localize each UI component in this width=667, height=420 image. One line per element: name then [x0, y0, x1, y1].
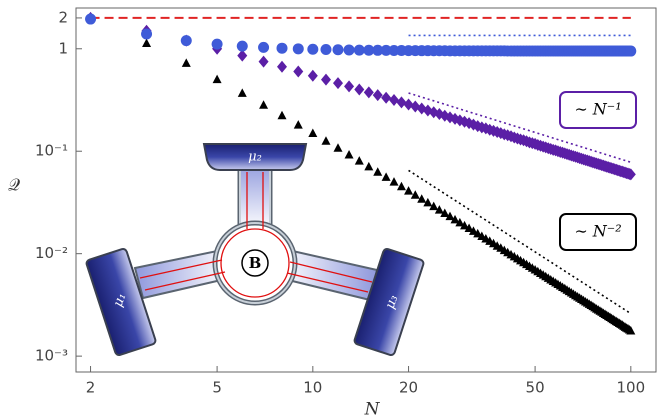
data-point — [434, 205, 444, 214]
x-tick-label: 20 — [399, 379, 418, 397]
x-axis-label: N — [364, 400, 381, 420]
data-point — [460, 220, 470, 230]
data-point — [292, 43, 304, 55]
data-point — [429, 201, 439, 211]
data-point — [417, 194, 427, 203]
reference-line — [408, 169, 632, 315]
data-point — [389, 177, 399, 186]
annotation-box — [559, 91, 637, 129]
y-tick-label: 10⁻² — [35, 244, 68, 262]
data-point — [381, 91, 392, 104]
data-point — [258, 55, 269, 68]
data-point — [354, 156, 364, 165]
y-tick-label: 10⁻¹ — [35, 142, 68, 160]
data-point — [181, 58, 191, 67]
data-point — [625, 168, 636, 181]
data-point — [85, 13, 97, 25]
annotation-box — [559, 213, 637, 251]
data-point — [320, 73, 331, 86]
data-point — [141, 28, 153, 40]
data-point — [464, 223, 474, 233]
data-point — [344, 80, 355, 93]
data-point — [381, 172, 391, 181]
data-point — [372, 89, 383, 102]
data-point — [333, 143, 343, 152]
data-point — [372, 44, 384, 56]
data-point — [343, 44, 355, 56]
data-point — [237, 88, 247, 97]
data-point — [307, 69, 318, 82]
center-label: B — [249, 254, 262, 272]
annotation: ∼ N⁻¹ — [574, 100, 621, 119]
y-tick-label: 10⁻³ — [35, 347, 68, 365]
data-point — [277, 110, 287, 120]
data-point — [344, 150, 354, 159]
reservoir-label: μ₃ — [383, 293, 402, 311]
inset-diagram: B μ₁ μ₂ μ₃ — [85, 143, 425, 357]
data-point — [354, 83, 365, 96]
data-point — [353, 44, 365, 56]
data-point — [293, 120, 303, 129]
data-point — [625, 45, 637, 57]
data-point — [364, 161, 374, 171]
data-point — [276, 42, 288, 54]
annotation: ∼ N⁻² — [574, 222, 621, 241]
data-point — [403, 98, 414, 111]
data-point — [332, 44, 344, 56]
data-point — [180, 35, 192, 47]
data-point — [259, 100, 269, 109]
data-point — [307, 43, 319, 55]
data-point — [363, 44, 375, 56]
data-point — [396, 96, 407, 109]
x-tick-label: 10 — [303, 379, 322, 397]
y-axis-label: 𝒬 — [8, 176, 20, 196]
data-point — [410, 190, 420, 199]
data-point — [373, 167, 383, 176]
x-tick-label: 5 — [212, 379, 222, 397]
x-tick-label: 100 — [617, 379, 646, 397]
data-point — [396, 181, 406, 191]
data-point — [333, 77, 344, 90]
data-point — [212, 74, 222, 84]
data-point — [236, 40, 248, 52]
x-tick-label: 2 — [86, 379, 96, 397]
data-point — [626, 325, 636, 335]
data-point — [308, 128, 318, 137]
data-point — [455, 217, 465, 227]
data-point — [142, 38, 152, 48]
data-point — [237, 49, 248, 62]
data-point — [445, 211, 455, 221]
data-point — [363, 86, 374, 99]
data-point — [423, 197, 433, 207]
data-point — [468, 118, 479, 131]
data-point — [380, 44, 392, 56]
data-point — [258, 41, 270, 53]
reservoir-label: μ₁ — [111, 291, 130, 309]
data-point — [211, 38, 223, 50]
reservoir-label: μ₂ — [248, 150, 262, 165]
reference-line — [408, 92, 632, 164]
data-point — [404, 186, 414, 195]
data-point — [320, 44, 332, 56]
data-point — [388, 94, 399, 107]
y-tick-label: 2 — [58, 8, 68, 26]
data-point — [440, 208, 450, 217]
x-tick-label: 50 — [526, 379, 545, 397]
y-tick-label: 1 — [58, 39, 68, 57]
data-point — [293, 65, 304, 78]
data-point — [321, 136, 331, 145]
data-point — [450, 214, 460, 224]
data-point — [277, 60, 288, 73]
plot-frame — [75, 7, 657, 373]
